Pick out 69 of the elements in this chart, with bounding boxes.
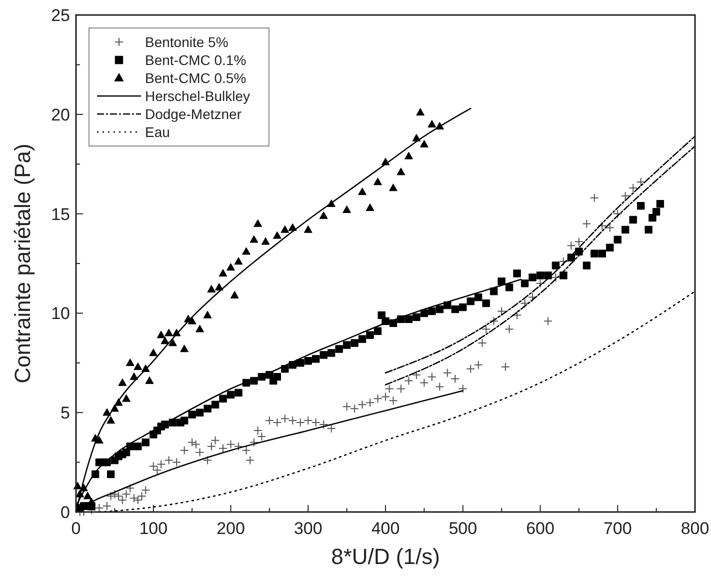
point (149, 348, 158, 356)
point (288, 223, 297, 231)
y-tick-label: 0 (60, 503, 70, 522)
x-tick-label: 700 (603, 519, 632, 538)
y-tick-label: 5 (60, 404, 70, 423)
point (366, 203, 374, 211)
point (230, 290, 239, 298)
point (134, 362, 142, 370)
point (160, 336, 170, 344)
point (226, 263, 235, 271)
legend-label: Eau (145, 124, 170, 140)
point (156, 330, 166, 338)
x-tick-label: 500 (448, 519, 478, 538)
point (304, 225, 312, 233)
point (381, 158, 390, 166)
x-axis-title: 8*U/D (1/s) (331, 544, 440, 569)
point (261, 237, 270, 245)
point (122, 394, 131, 402)
point (214, 282, 224, 290)
point (412, 134, 421, 142)
legend-label: Bent-CMC 0.5% (145, 70, 246, 86)
point (420, 140, 428, 148)
point (164, 328, 174, 336)
y-tick-label: 20 (51, 105, 70, 124)
x-tick-label: 300 (294, 519, 322, 538)
point (126, 358, 134, 366)
point (180, 344, 189, 352)
point (358, 188, 366, 196)
y-tick-label: 10 (51, 304, 70, 324)
point (404, 152, 413, 160)
x-tick-label: 800 (680, 519, 710, 538)
legend-label: Bent-CMC 0.1% (145, 52, 246, 68)
point (374, 178, 382, 186)
point (250, 235, 258, 243)
point (145, 376, 154, 384)
point (106, 416, 116, 424)
y-tick-label: 15 (51, 204, 70, 224)
point (130, 372, 138, 380)
point (416, 108, 425, 116)
point (95, 436, 104, 444)
point (196, 324, 204, 332)
point (342, 205, 352, 213)
legend-label: Dodge-Metzner (145, 106, 242, 122)
point (83, 492, 92, 500)
point (396, 168, 406, 176)
point (168, 338, 177, 346)
point (218, 269, 228, 277)
x-tick-label: 100 (139, 519, 168, 538)
point (207, 284, 216, 292)
point (428, 120, 436, 128)
point (242, 247, 250, 255)
point (280, 225, 290, 233)
point (203, 310, 212, 318)
point (102, 408, 112, 416)
point (254, 219, 262, 227)
line-series (98, 290, 696, 513)
x-tick-label: 200 (216, 519, 245, 538)
point (118, 378, 127, 386)
point (319, 211, 328, 219)
y-axis-title: Contrainte pariétale (Pa) (10, 144, 35, 384)
point (188, 316, 196, 324)
legend-label: Bentonite 5% (145, 34, 228, 50)
x-tick-label: 600 (526, 519, 554, 538)
x-tick-label: 400 (371, 519, 400, 538)
point (234, 257, 243, 265)
point (389, 184, 398, 192)
y-tick-label: 25 (51, 6, 70, 25)
legend-label: Herschel-Bulkley (145, 88, 250, 104)
point (272, 231, 282, 239)
